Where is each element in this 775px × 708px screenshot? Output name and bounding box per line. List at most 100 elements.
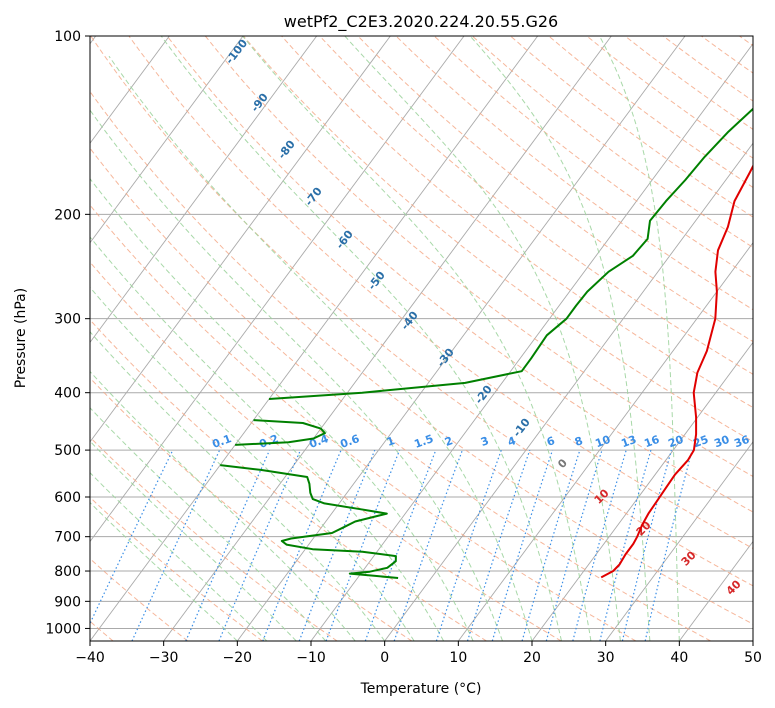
isotherm-line xyxy=(90,36,465,543)
isotherm-line xyxy=(457,242,753,641)
y-tick-label: 900 xyxy=(54,594,81,610)
isotherm-line xyxy=(236,36,686,641)
y-tick-label: 200 xyxy=(54,207,81,223)
mixing-ratio-line xyxy=(131,449,221,641)
isotherm-label: -60 xyxy=(333,228,356,252)
dry-adiabat-line xyxy=(90,204,637,641)
moist-adiabat-line xyxy=(469,36,651,641)
y-tick-label: 300 xyxy=(54,312,81,328)
dry-adiabat-line xyxy=(204,36,753,477)
mixing-ratio-label: 1 xyxy=(385,434,397,449)
dry-adiabat-line xyxy=(662,36,753,102)
x-tick-label: 20 xyxy=(523,650,541,666)
mixing-ratio-line xyxy=(599,449,652,641)
mixing-ratio-line xyxy=(185,449,271,641)
isotherm-label: -90 xyxy=(248,91,271,115)
dry-adiabat-label: 0 xyxy=(555,456,570,471)
moist-adiabat-line xyxy=(108,55,533,641)
isotherm-line xyxy=(384,142,753,641)
moist-adiabat-line xyxy=(90,370,356,641)
moist-adiabat-line xyxy=(90,109,503,641)
x-tick-label: 50 xyxy=(744,650,762,666)
moist-adiabat-line xyxy=(90,177,474,641)
mixing-ratio-label: 0.4 xyxy=(307,432,330,451)
moist-adiabat-line xyxy=(344,36,621,641)
isotherm-line xyxy=(90,36,539,641)
dry-adiabat-line xyxy=(90,147,711,641)
dry-adiabat-line xyxy=(90,436,338,641)
mixing-ratio-label: 36 xyxy=(732,433,751,451)
y-tick-label: 700 xyxy=(54,530,81,546)
isotherm-label: -40 xyxy=(398,309,421,333)
x-tick-label: −10 xyxy=(296,650,326,666)
mixing-ratio-label: 1.5 xyxy=(412,432,435,451)
mixing-ratio-line xyxy=(466,449,531,641)
dry-adiabat-line xyxy=(548,36,753,189)
mixing-ratio-label: 0.1 xyxy=(210,432,233,451)
dry-adiabat-label: 10 xyxy=(592,486,612,506)
mixing-ratio-label: 16 xyxy=(642,433,661,451)
x-tick-label: 0 xyxy=(380,650,389,666)
dry-adiabat-line xyxy=(128,36,753,550)
mixing-ratio-label: 0.2 xyxy=(257,432,280,451)
moist-adiabat-line xyxy=(599,36,680,641)
moist-adiabat-line xyxy=(90,286,415,641)
isotherm-line xyxy=(605,441,753,641)
dry-adiabat-line xyxy=(90,261,562,641)
isotherm-label: -100 xyxy=(223,37,250,67)
grid-layer xyxy=(90,36,753,641)
dry-adiabat-line xyxy=(510,36,753,218)
moist-adiabat-line xyxy=(90,331,386,641)
y-tick-label: 600 xyxy=(54,490,81,506)
mixing-ratio-line xyxy=(644,449,693,641)
dry-adiabat-line xyxy=(90,319,487,641)
dry-adiabat-line xyxy=(471,36,753,249)
moist-adiabat-line xyxy=(160,36,562,641)
dry-adiabat-line xyxy=(433,36,753,279)
dry-adiabat-label: 40 xyxy=(724,577,744,597)
moist-adiabat-line xyxy=(90,440,297,641)
mixing-ratio-label: 0.6 xyxy=(338,432,361,451)
y-tick-label: 800 xyxy=(54,564,81,580)
x-tick-label: −20 xyxy=(223,650,253,666)
mixing-ratio-line xyxy=(572,449,627,641)
isotherm-line xyxy=(90,36,391,443)
mixing-ratio-line xyxy=(262,449,342,641)
mixing-ratio-label: 8 xyxy=(573,434,585,449)
dewpoint-line xyxy=(235,419,326,446)
mixing-ratio-label: 4 xyxy=(506,434,518,449)
mixing-ratio-line xyxy=(218,449,302,641)
axis-layer: −40 −30 −20 −10 0 10 20 30 40 5010020030040050060… xyxy=(45,29,762,666)
isotherm-line xyxy=(90,36,170,145)
isotherm-line xyxy=(90,36,244,244)
moist-adiabat-line xyxy=(242,36,592,641)
moist-adiabat-line xyxy=(90,501,238,641)
y-tick-label: 1000 xyxy=(45,621,81,637)
x-tick-label: −30 xyxy=(149,650,179,666)
isotherm-line xyxy=(531,341,753,641)
y-tick-label: 400 xyxy=(54,386,81,402)
dry-adiabat-line xyxy=(281,36,753,409)
dewpoint-line xyxy=(220,464,399,579)
isotherm-line xyxy=(752,640,753,641)
x-axis-label: Temperature (°C) xyxy=(360,681,482,697)
mixing-ratio-line xyxy=(491,449,554,641)
moist-adiabat-line xyxy=(90,472,268,641)
mixing-ratio-line xyxy=(545,449,603,641)
mixing-ratio-label: 10 xyxy=(593,433,612,451)
mixing-ratio-label: 13 xyxy=(619,433,638,450)
mixing-ratio-line xyxy=(521,449,581,641)
chart-title: wetPf2_C2E3.2020.224.20.55.G26 xyxy=(284,12,558,32)
mixing-ratio-label: 6 xyxy=(545,434,557,449)
dry-adiabat-line xyxy=(395,36,753,311)
y-axis-label: Pressure (hPa) xyxy=(13,288,29,388)
isotherm-label: -50 xyxy=(365,269,388,293)
mixing-ratio-label: 20 xyxy=(666,433,685,451)
dewpoint-line xyxy=(268,107,753,400)
x-tick-label: 10 xyxy=(449,650,467,666)
mixing-ratio-line xyxy=(90,449,174,625)
mixing-ratio-label: 3 xyxy=(479,434,491,449)
x-tick-label: −40 xyxy=(75,650,105,666)
isotherm-label: -20 xyxy=(472,383,495,407)
